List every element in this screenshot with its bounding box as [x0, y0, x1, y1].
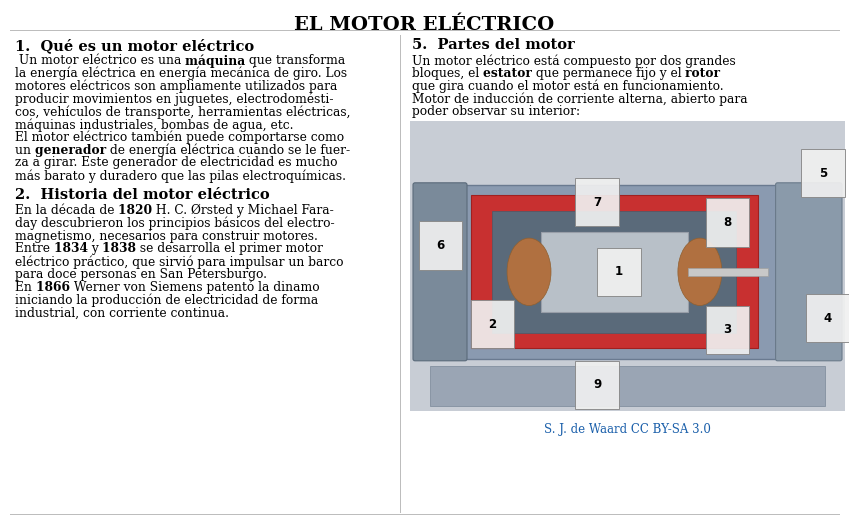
Text: 2.  Historia del motor eléctrico: 2. Historia del motor eléctrico: [15, 188, 270, 202]
Bar: [430, 366, 825, 406]
Text: industrial, con corriente continua.: industrial, con corriente continua.: [15, 306, 229, 319]
Text: 2: 2: [488, 317, 497, 330]
Text: motores eléctricos son ampliamente utilizados para: motores eléctricos son ampliamente utili…: [15, 80, 337, 93]
Ellipse shape: [507, 238, 551, 305]
Ellipse shape: [678, 238, 722, 305]
Text: 1: 1: [615, 265, 623, 278]
Text: Motor de inducción de corriente alterna, abierto para: Motor de inducción de corriente alterna,…: [412, 92, 748, 106]
Text: para doce personas en San Petersburgo.: para doce personas en San Petersburgo.: [15, 268, 267, 281]
FancyBboxPatch shape: [413, 183, 467, 361]
Text: ​1866: ​1866: [36, 281, 70, 294]
Text: 6: 6: [436, 239, 445, 252]
Text: más barato y duradero que las pilas electroquímicas.: más barato y duradero que las pilas elec…: [15, 169, 346, 183]
Text: que permanece fijo y el: que permanece fijo y el: [532, 67, 685, 80]
Text: Un motor eléctrico está compuesto por dos grandes: Un motor eléctrico está compuesto por do…: [412, 54, 736, 68]
Text: 5.  Partes del motor: 5. Partes del motor: [412, 38, 575, 52]
Text: En: En: [15, 281, 36, 294]
Text: En la década de: En la década de: [15, 204, 118, 217]
Text: se desarrolla el primer motor: se desarrolla el primer motor: [137, 242, 323, 255]
Text: za a girar. Este generador de electricidad es mucho: za a girar. Este generador de electricid…: [15, 156, 338, 169]
Text: 5: 5: [819, 167, 828, 180]
Text: máquinas industriales, bombas de agua, etc.: máquinas industriales, bombas de agua, e…: [15, 118, 294, 131]
Text: day descubrieron los principios básicos del electro-: day descubrieron los principios básicos …: [15, 217, 335, 230]
Text: ​generador: ​generador: [35, 144, 106, 157]
Text: 4: 4: [824, 312, 832, 325]
Text: eléctrico práctico, que sirvió para impulsar un barco: eléctrico práctico, que sirvió para impu…: [15, 255, 344, 269]
Text: poder observar su interior:: poder observar su interior:: [412, 105, 580, 118]
Text: El motor eléctrico también puede comportarse como: El motor eléctrico también puede comport…: [15, 131, 344, 144]
FancyBboxPatch shape: [776, 183, 842, 361]
Text: producir movimientos en juguetes, electrodomésti-: producir movimientos en juguetes, electr…: [15, 92, 334, 106]
Text: 1.  Qué es un motor eléctrico: 1. Qué es un motor eléctrico: [15, 38, 254, 53]
Text: iniciando la producción de electricidad de forma: iniciando la producción de electricidad …: [15, 294, 318, 307]
Text: ​1838: ​1838: [103, 242, 137, 255]
Text: un: un: [15, 144, 35, 157]
Text: ​1820: ​1820: [118, 204, 153, 217]
Text: EL MOTOR ELÉCTRICO: EL MOTOR ELÉCTRICO: [294, 16, 554, 34]
Bar: [452, 185, 778, 359]
Text: 3: 3: [723, 324, 732, 336]
Text: bloques, el: bloques, el: [412, 67, 483, 80]
Text: la energía eléctrica en energía mecánica de giro. Los: la energía eléctrica en energía mecánica…: [15, 67, 347, 80]
Text: Entre: Entre: [15, 242, 53, 255]
Text: ​1834: ​1834: [53, 242, 88, 255]
Text: magnetismo, necesarios para construir motores.: magnetismo, necesarios para construir mo…: [15, 230, 318, 243]
Bar: [542, 232, 688, 312]
Text: cos, vehículos de transporte, herramientas eléctricas,: cos, vehículos de transporte, herramient…: [15, 105, 351, 119]
Text: de energía eléctrica cuando se le fuer-: de energía eléctrica cuando se le fuer-: [106, 144, 350, 157]
Text: y: y: [88, 242, 103, 255]
Text: ​rotor: ​rotor: [685, 67, 721, 80]
Text: ​máquina: ​máquina: [185, 54, 245, 68]
Text: 7: 7: [593, 196, 601, 209]
Bar: [471, 195, 758, 349]
Text: 8: 8: [723, 216, 732, 229]
Text: ​estator: ​estator: [483, 67, 532, 80]
Text: Werner von Siemens patentó la dinamo: Werner von Siemens patentó la dinamo: [70, 281, 319, 294]
Text: S. J. de Waard CC BY-SA 3.0: S. J. de Waard CC BY-SA 3.0: [544, 423, 711, 436]
Text: que gira cuando el motor está en funcionamiento.: que gira cuando el motor está en funcion…: [412, 80, 723, 93]
Bar: [688, 268, 767, 276]
Bar: [492, 210, 736, 333]
Text: 9: 9: [593, 378, 601, 391]
Text: H. C. Ørsted y Michael Fara-: H. C. Ørsted y Michael Fara-: [153, 204, 335, 217]
Text: que transforma: que transforma: [245, 54, 346, 67]
Text: Un motor eléctrico es una: Un motor eléctrico es una: [15, 54, 185, 67]
Bar: [410, 121, 845, 411]
